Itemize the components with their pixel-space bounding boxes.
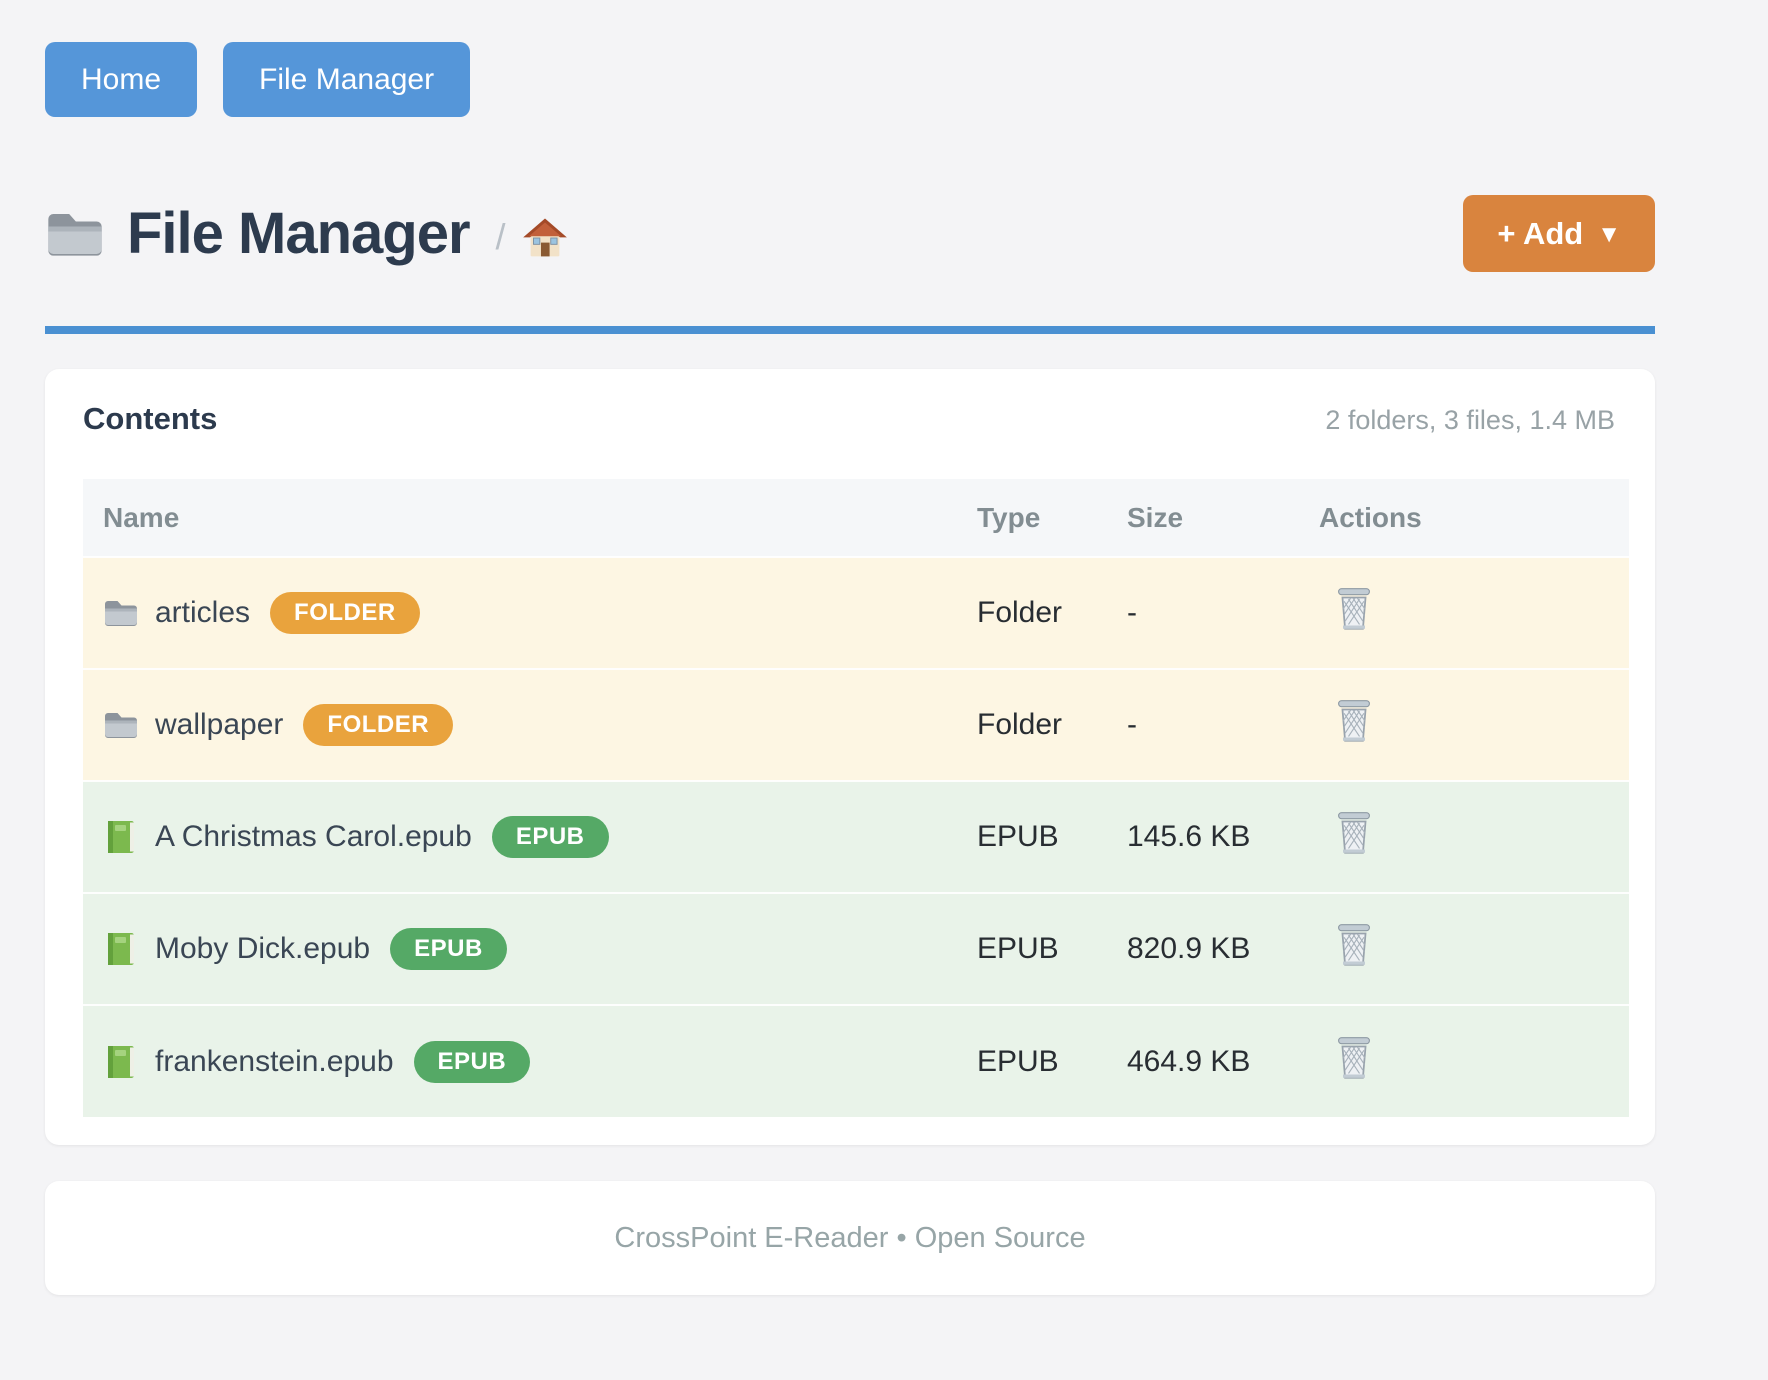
type-cell: Folder <box>977 708 1063 741</box>
trash-icon <box>1335 699 1373 743</box>
column-header-type: Type <box>957 479 1107 557</box>
folder-icon <box>103 707 139 743</box>
table-row: Moby Dick.epub EPUB EPUB 820.9 KB <box>83 893 1629 1005</box>
trash-icon <box>1335 811 1373 855</box>
contents-summary: 2 folders, 3 files, 1.4 MB <box>1325 405 1615 435</box>
actions-cell <box>1299 893 1629 1005</box>
file-name[interactable]: A Christmas Carol.epub <box>155 820 472 853</box>
file-name[interactable]: frankenstein.epub <box>155 1044 394 1078</box>
type-cell: EPUB <box>977 1044 1059 1078</box>
file-table: Name Type Size Actions articles FOLDER F… <box>83 479 1629 1117</box>
table-header-row: Name Type Size Actions <box>83 479 1629 557</box>
delete-button[interactable] <box>1335 587 1373 631</box>
name-cell: A Christmas Carol.epub EPUB <box>83 781 957 893</box>
name-cell: Moby Dick.epub EPUB <box>83 893 957 1005</box>
table-row: articles FOLDER Folder - <box>83 557 1629 669</box>
type-cell: EPUB <box>977 820 1059 853</box>
trash-icon <box>1335 1036 1373 1080</box>
nav-file-manager-button[interactable]: File Manager <box>223 42 471 117</box>
book-icon <box>103 931 139 967</box>
table-row: A Christmas Carol.epub EPUB EPUB 145.6 K… <box>83 781 1629 893</box>
file-type-badge: EPUB <box>491 816 609 858</box>
delete-button[interactable] <box>1335 811 1373 855</box>
actions-cell <box>1299 781 1629 893</box>
add-button-label: + Add <box>1497 215 1584 251</box>
column-header-actions: Actions <box>1299 479 1629 557</box>
contents-card-header: Contents 2 folders, 3 files, 1.4 MB <box>83 401 1629 437</box>
nav-home-button[interactable]: Home <box>45 42 198 117</box>
column-header-size: Size <box>1107 479 1299 557</box>
delete-button[interactable] <box>1335 699 1373 743</box>
title-group: File Manager / <box>45 200 1463 267</box>
page-title: File Manager <box>127 201 471 266</box>
house-icon[interactable] <box>522 217 568 259</box>
column-header-name: Name <box>83 479 957 557</box>
trash-icon <box>1335 923 1373 967</box>
top-nav: Home File Manager <box>45 42 1655 117</box>
trash-icon <box>1335 587 1373 631</box>
file-name[interactable]: articles <box>155 596 251 629</box>
file-type-badge: FOLDER <box>303 704 454 746</box>
page-header: File Manager / + Add ▼ <box>45 195 1655 272</box>
size-cell: 145.6 KB <box>1127 820 1251 853</box>
table-row: wallpaper FOLDER Folder - <box>83 669 1629 781</box>
size-cell: 464.9 KB <box>1127 1044 1251 1078</box>
book-icon <box>103 819 139 855</box>
size-cell: - <box>1127 708 1137 741</box>
actions-cell <box>1299 1005 1629 1117</box>
contents-card: Contents 2 folders, 3 files, 1.4 MB Name… <box>45 369 1655 1145</box>
breadcrumb-separator: / <box>495 215 506 257</box>
type-cell: Folder <box>977 596 1063 629</box>
file-manager-page: Home File Manager File Manager / + Add ▼… <box>45 42 1655 1295</box>
file-name[interactable]: wallpaper <box>155 708 284 741</box>
file-type-badge: EPUB <box>413 1040 531 1083</box>
file-type-badge: EPUB <box>390 928 507 970</box>
accent-divider <box>45 326 1655 334</box>
size-cell: 820.9 KB <box>1127 932 1251 965</box>
chevron-down-icon: ▼ <box>1597 220 1621 248</box>
file-name[interactable]: Moby Dick.epub <box>155 932 371 965</box>
actions-cell <box>1299 669 1629 781</box>
book-icon <box>103 1044 139 1080</box>
footer-text: CrossPoint E-Reader • Open Source <box>614 1221 1086 1254</box>
file-type-badge: FOLDER <box>270 592 420 634</box>
table-row: frankenstein.epub EPUB EPUB 464.9 KB <box>83 1005 1629 1117</box>
actions-cell <box>1299 557 1629 669</box>
name-cell: frankenstein.epub EPUB <box>83 1005 957 1117</box>
name-cell: wallpaper FOLDER <box>83 669 957 781</box>
delete-button[interactable] <box>1335 1036 1373 1080</box>
folder-icon <box>103 595 139 631</box>
contents-heading: Contents <box>83 401 218 436</box>
file-table-body: articles FOLDER Folder - wallpaper FOLDE… <box>83 557 1629 1117</box>
folder-icon <box>45 208 105 260</box>
type-cell: EPUB <box>977 932 1059 965</box>
delete-button[interactable] <box>1335 923 1373 967</box>
footer-card: CrossPoint E-Reader • Open Source <box>45 1181 1655 1295</box>
name-cell: articles FOLDER <box>83 557 957 669</box>
add-button[interactable]: + Add ▼ <box>1463 195 1655 272</box>
size-cell: - <box>1127 596 1137 629</box>
